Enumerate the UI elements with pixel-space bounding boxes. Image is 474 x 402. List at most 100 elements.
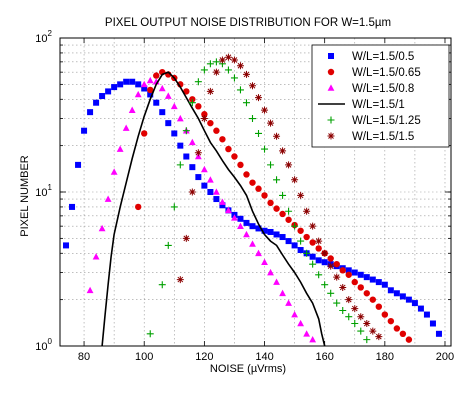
data-point bbox=[69, 203, 76, 210]
data-point bbox=[243, 171, 250, 178]
data-point bbox=[135, 203, 142, 211]
data-point bbox=[81, 127, 88, 134]
data-point bbox=[135, 81, 142, 88]
data-point bbox=[393, 325, 401, 332]
data-point bbox=[339, 307, 347, 315]
data-point bbox=[219, 202, 226, 209]
data-point bbox=[201, 111, 208, 118]
data-point bbox=[63, 242, 70, 249]
data-point bbox=[297, 247, 304, 254]
data-point bbox=[236, 62, 244, 70]
data-point bbox=[285, 207, 293, 215]
legend-label: W/L=1.5/1 bbox=[352, 99, 405, 111]
data-point bbox=[345, 271, 352, 278]
data-point bbox=[351, 278, 358, 286]
data-point bbox=[176, 276, 184, 284]
x-tick-label: 140 bbox=[255, 351, 273, 363]
data-point bbox=[212, 68, 220, 76]
data-point bbox=[375, 279, 382, 286]
data-point bbox=[321, 281, 329, 289]
data-point bbox=[219, 136, 226, 143]
data-point bbox=[363, 290, 370, 297]
series-3 bbox=[86, 76, 317, 343]
data-point bbox=[75, 161, 82, 168]
data-point bbox=[158, 281, 166, 289]
data-point bbox=[153, 99, 160, 106]
data-point bbox=[182, 234, 190, 242]
data-point bbox=[207, 119, 214, 127]
data-point bbox=[147, 91, 154, 98]
y-axis-label: PIXEL NUMBER bbox=[19, 155, 31, 237]
data-point bbox=[212, 58, 220, 66]
y-tick-label: 101 bbox=[35, 183, 52, 199]
data-point bbox=[110, 168, 118, 175]
data-point bbox=[273, 231, 280, 238]
data-point bbox=[105, 88, 112, 95]
data-point bbox=[141, 130, 148, 137]
data-point bbox=[261, 227, 268, 234]
data-point bbox=[140, 80, 148, 88]
data-point bbox=[291, 310, 298, 318]
data-point bbox=[188, 188, 196, 196]
data-point bbox=[261, 258, 268, 266]
data-point bbox=[297, 237, 305, 245]
data-point bbox=[86, 286, 94, 294]
legend-marker bbox=[327, 132, 335, 140]
data-point bbox=[345, 267, 352, 274]
y-tick-label: 102 bbox=[35, 29, 52, 45]
data-point bbox=[249, 240, 256, 247]
data-point bbox=[273, 132, 281, 140]
data-point bbox=[176, 161, 184, 169]
data-point bbox=[255, 129, 263, 137]
data-point bbox=[194, 149, 202, 157]
data-point bbox=[285, 161, 293, 169]
data-point bbox=[182, 127, 190, 135]
data-point bbox=[309, 239, 316, 246]
x-axis-label: NOISE (µVrms) bbox=[210, 363, 286, 375]
data-point bbox=[158, 84, 166, 92]
data-point bbox=[279, 289, 286, 297]
data-point bbox=[417, 305, 424, 312]
data-point bbox=[267, 119, 275, 127]
data-point bbox=[363, 319, 371, 327]
data-point bbox=[279, 147, 287, 155]
data-point bbox=[255, 225, 262, 232]
data-point bbox=[387, 317, 395, 325]
data-point bbox=[339, 267, 346, 274]
data-point bbox=[279, 191, 287, 199]
data-point bbox=[92, 253, 100, 260]
data-point bbox=[315, 237, 323, 245]
data-point bbox=[267, 161, 275, 169]
data-point bbox=[170, 203, 178, 211]
data-point bbox=[255, 94, 263, 102]
data-point bbox=[309, 260, 317, 268]
data-point bbox=[200, 66, 208, 74]
data-point bbox=[357, 284, 364, 291]
data-point bbox=[357, 313, 365, 321]
data-point bbox=[195, 174, 202, 181]
series-6 bbox=[176, 53, 383, 341]
legend-marker bbox=[327, 68, 335, 76]
legend-label: W/L=1.5/0.5 bbox=[352, 51, 414, 63]
data-point bbox=[363, 274, 370, 281]
data-point bbox=[267, 199, 274, 207]
data-point bbox=[188, 99, 196, 107]
data-point bbox=[333, 299, 341, 307]
data-point bbox=[429, 320, 436, 327]
series-line bbox=[101, 71, 326, 347]
data-point bbox=[399, 330, 407, 338]
data-point bbox=[248, 115, 256, 123]
data-point bbox=[206, 60, 214, 68]
legend-box bbox=[311, 44, 450, 148]
data-point bbox=[339, 283, 347, 291]
data-point bbox=[309, 222, 317, 230]
data-point bbox=[117, 81, 124, 88]
data-point bbox=[321, 249, 329, 257]
legend-label: W/L=1.5/1.25 bbox=[352, 115, 421, 127]
data-point bbox=[237, 222, 244, 229]
data-point bbox=[285, 299, 292, 306]
data-point bbox=[357, 271, 364, 278]
data-point bbox=[321, 259, 328, 266]
data-point bbox=[201, 182, 208, 189]
